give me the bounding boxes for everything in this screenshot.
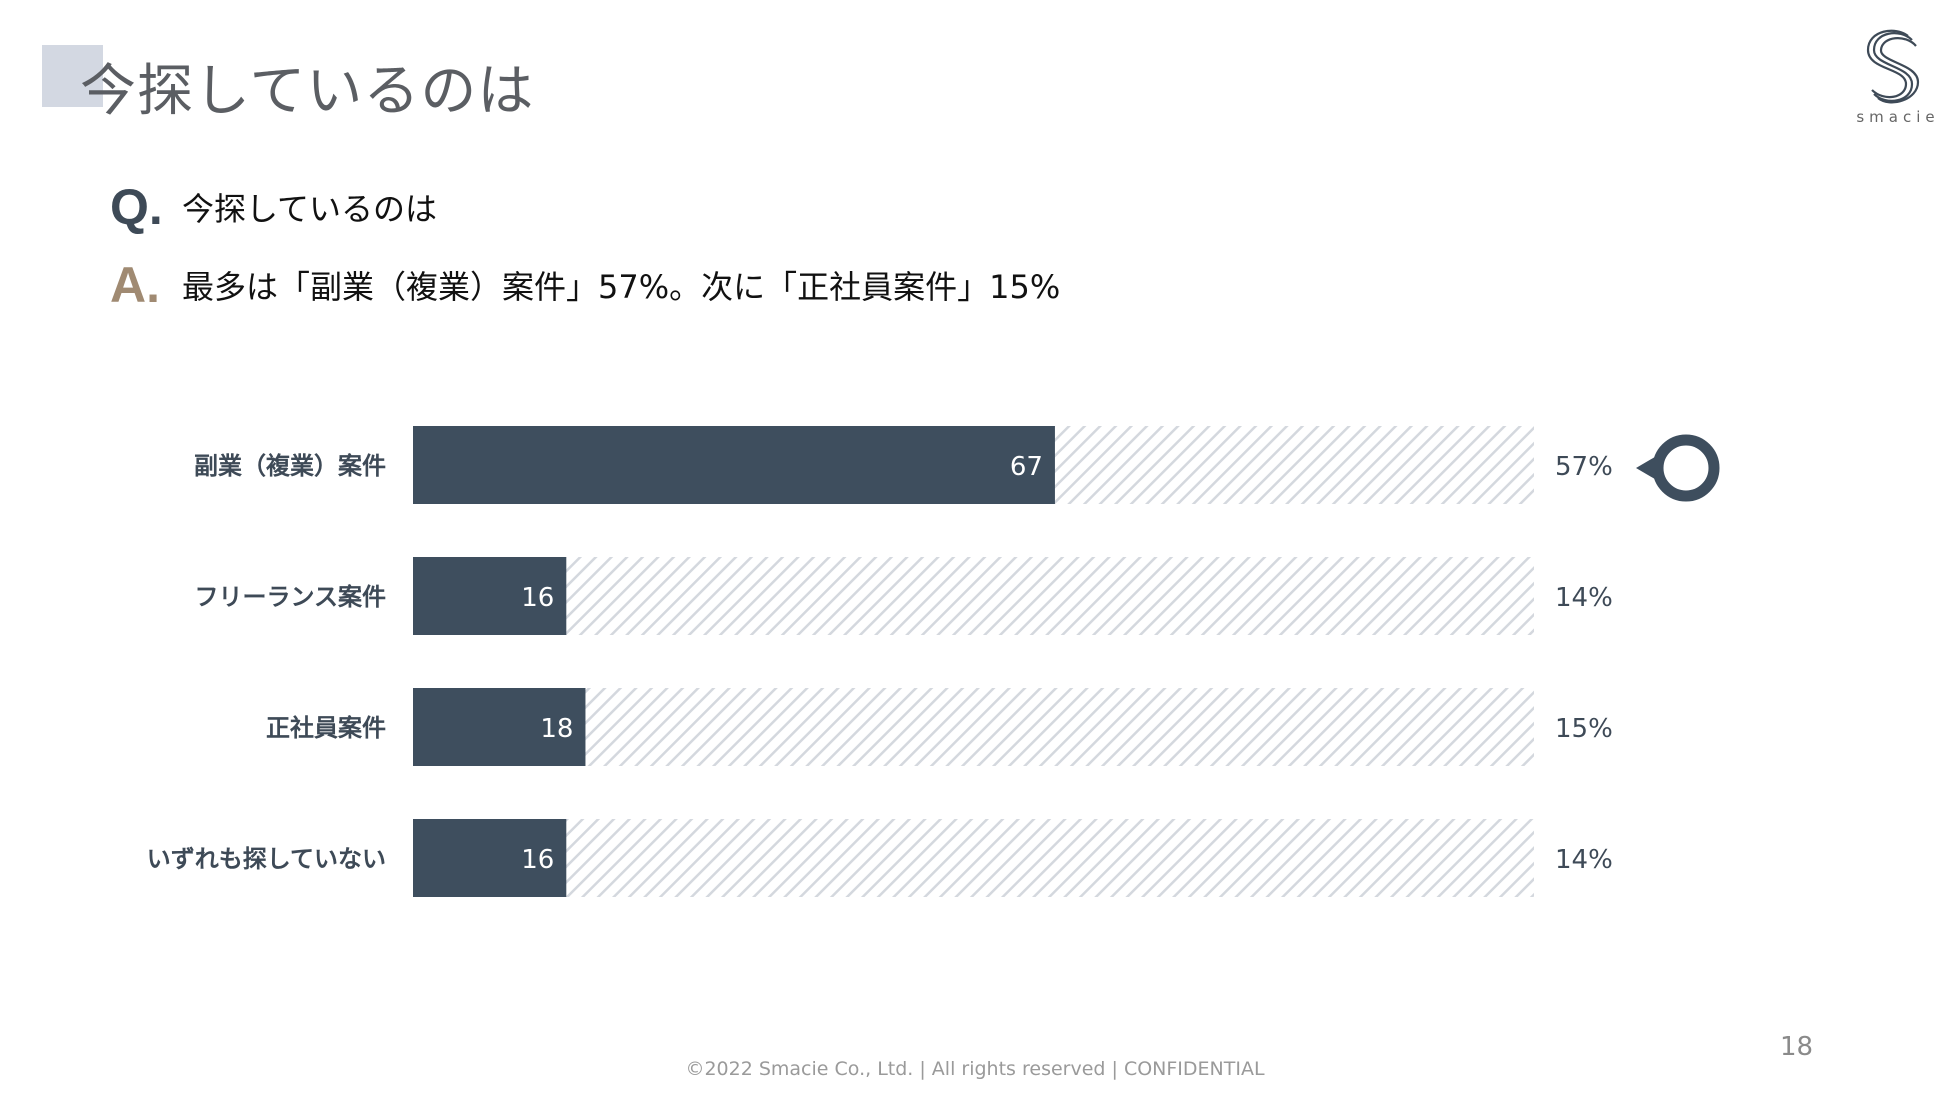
slide-title: 今探しているのは	[80, 59, 535, 124]
percent-label: 14%	[1555, 583, 1613, 613]
bar-remainder-hatched	[413, 688, 1534, 766]
answer-row: A. 最多は「副業（複業）案件」57%。次に「正社員案件」15%	[110, 256, 1060, 314]
bar-value	[413, 426, 1055, 504]
smacie-logo-icon	[1866, 29, 1920, 104]
bar-chart: 副業（複業）案件 67 57% フリーランス案件 16 14% 正社員案件 18 15% いずれも…	[147, 426, 1720, 897]
bar-remainder-hatched	[413, 557, 1534, 635]
bar-value	[413, 557, 567, 635]
footer-copyright: ©2022 Smacie Co., Ltd. | All rights rese…	[685, 1058, 1265, 1080]
highlight-circle-icon	[1652, 434, 1720, 502]
percent-label: 57%	[1555, 452, 1613, 482]
bar-value	[413, 688, 586, 766]
bar-value-label: 18	[540, 714, 573, 744]
category-label: 正社員案件	[266, 714, 386, 742]
answer-mark: A.	[110, 257, 160, 313]
answer-text: 最多は「副業（複業）案件」57%。次に「正社員案件」15%	[182, 268, 1061, 306]
category-label: 副業（複業）案件	[194, 452, 386, 480]
bar-value-label: 16	[521, 583, 554, 613]
bar-remainder-hatched	[413, 819, 1534, 897]
question-row: Q. 今探しているのは	[110, 178, 437, 236]
logo-text: smacie	[1856, 108, 1940, 126]
percent-label: 14%	[1555, 845, 1613, 875]
bar-value	[413, 819, 567, 897]
percent-label: 15%	[1555, 714, 1613, 744]
bar-value-label: 16	[521, 845, 554, 875]
question-mark: Q.	[110, 179, 163, 235]
bar-value-label: 67	[1010, 452, 1043, 482]
page-number: 18	[1780, 1032, 1814, 1062]
category-label: フリーランス案件	[194, 583, 386, 611]
title-accent-square	[42, 45, 103, 107]
category-label: いずれも探していない	[147, 845, 386, 873]
question-text: 今探しているのは	[182, 190, 438, 228]
